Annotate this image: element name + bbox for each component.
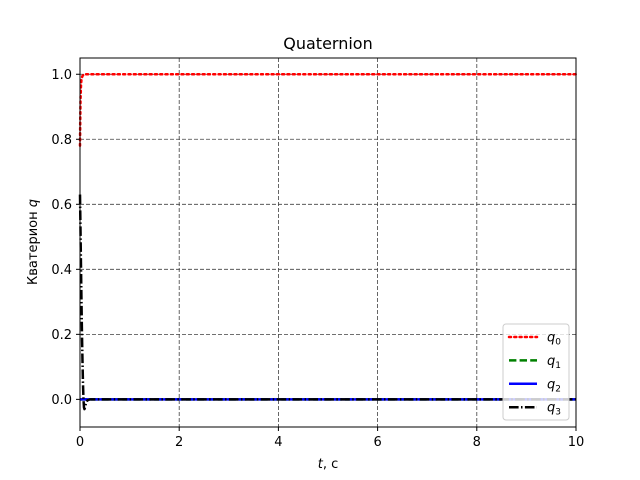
legend-label-q3: q3 <box>547 401 561 418</box>
legend-label-base: q <box>547 354 555 369</box>
x-tick-label-1: 2 <box>175 435 183 450</box>
x-tick-label-5: 10 <box>568 435 585 450</box>
y-tick-label-0: 0.0 <box>51 393 72 408</box>
y-tick-label-3: 0.6 <box>51 198 72 213</box>
y-tick-label-2: 0.4 <box>51 263 72 278</box>
legend-label-base: q <box>547 401 555 416</box>
legend-label-q2: q2 <box>547 377 561 394</box>
x-axis-label-unit: , c <box>323 457 338 472</box>
legend-label-q0: q0 <box>547 331 561 348</box>
x-tick-label-3: 6 <box>373 435 381 450</box>
legend-label-subscript: 3 <box>555 408 561 418</box>
legend-label-base: q <box>547 377 555 392</box>
x-tick-label-0: 0 <box>76 435 84 450</box>
chart-title: Quaternion <box>283 34 372 53</box>
legend-box <box>502 323 570 421</box>
legend-label-base: q <box>547 331 555 346</box>
y-axis-label: Кватерион q <box>26 199 41 285</box>
y-tick-label-4: 0.8 <box>51 133 72 148</box>
ticks: 0 2 4 6 8 100.00.20.40.60.81.0 <box>51 68 584 450</box>
legend-label-subscript: 1 <box>555 361 561 371</box>
legend-label-q1: q1 <box>547 354 561 371</box>
legend-label-subscript: 0 <box>555 338 561 348</box>
axes-frame <box>79 57 577 428</box>
y-axis-label-symbol: q <box>26 199 41 207</box>
x-tick-label-4: 8 <box>473 435 481 450</box>
x-tick-label-2: 4 <box>274 435 282 450</box>
y-axis-label-text: Кватерион <box>26 207 41 285</box>
y-tick-label-5: 1.0 <box>51 68 72 83</box>
y-tick-label-1: 0.2 <box>51 328 72 343</box>
legend-label-subscript: 2 <box>555 384 561 394</box>
series-line-q3 <box>78 194 576 411</box>
x-axis-label: t, c <box>318 457 339 472</box>
x-axis-label-symbol: t <box>318 457 324 472</box>
